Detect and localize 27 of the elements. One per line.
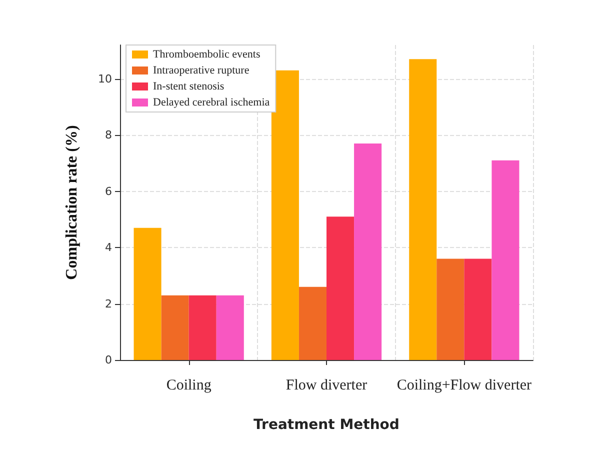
y-tick-label: 0	[105, 354, 112, 366]
x-tick-label: Coiling	[166, 378, 212, 394]
bar	[216, 295, 244, 360]
legend-label: Intraoperative rupture	[153, 64, 250, 76]
y-tick-label: 2	[105, 297, 112, 310]
bar	[298, 286, 326, 360]
bar	[134, 228, 162, 360]
y-tick-label: 10	[98, 72, 112, 86]
bar	[271, 70, 299, 360]
legend-label: In-stent stenosis	[153, 80, 224, 92]
bar	[161, 295, 189, 360]
bar	[326, 216, 354, 360]
bar	[436, 258, 464, 360]
bar	[188, 295, 216, 360]
legend-label: Thromboembolic events	[153, 48, 260, 60]
y-axis-title: Complication rate (%)	[64, 125, 80, 280]
legend-label: Delayed cerebral ischemia	[153, 96, 270, 108]
bar	[492, 160, 520, 360]
x-axis-title: Treatment Method	[254, 417, 400, 433]
y-tick-label: 8	[105, 128, 112, 142]
x-tick-label: Flow diverter	[286, 378, 368, 394]
y-tick-label: 6	[105, 184, 112, 198]
bar	[354, 143, 382, 360]
y-tick-label: 4	[105, 241, 112, 254]
bar	[409, 59, 437, 360]
x-tick-label: Coiling+Flow diverter	[396, 378, 532, 394]
bar	[464, 258, 492, 360]
